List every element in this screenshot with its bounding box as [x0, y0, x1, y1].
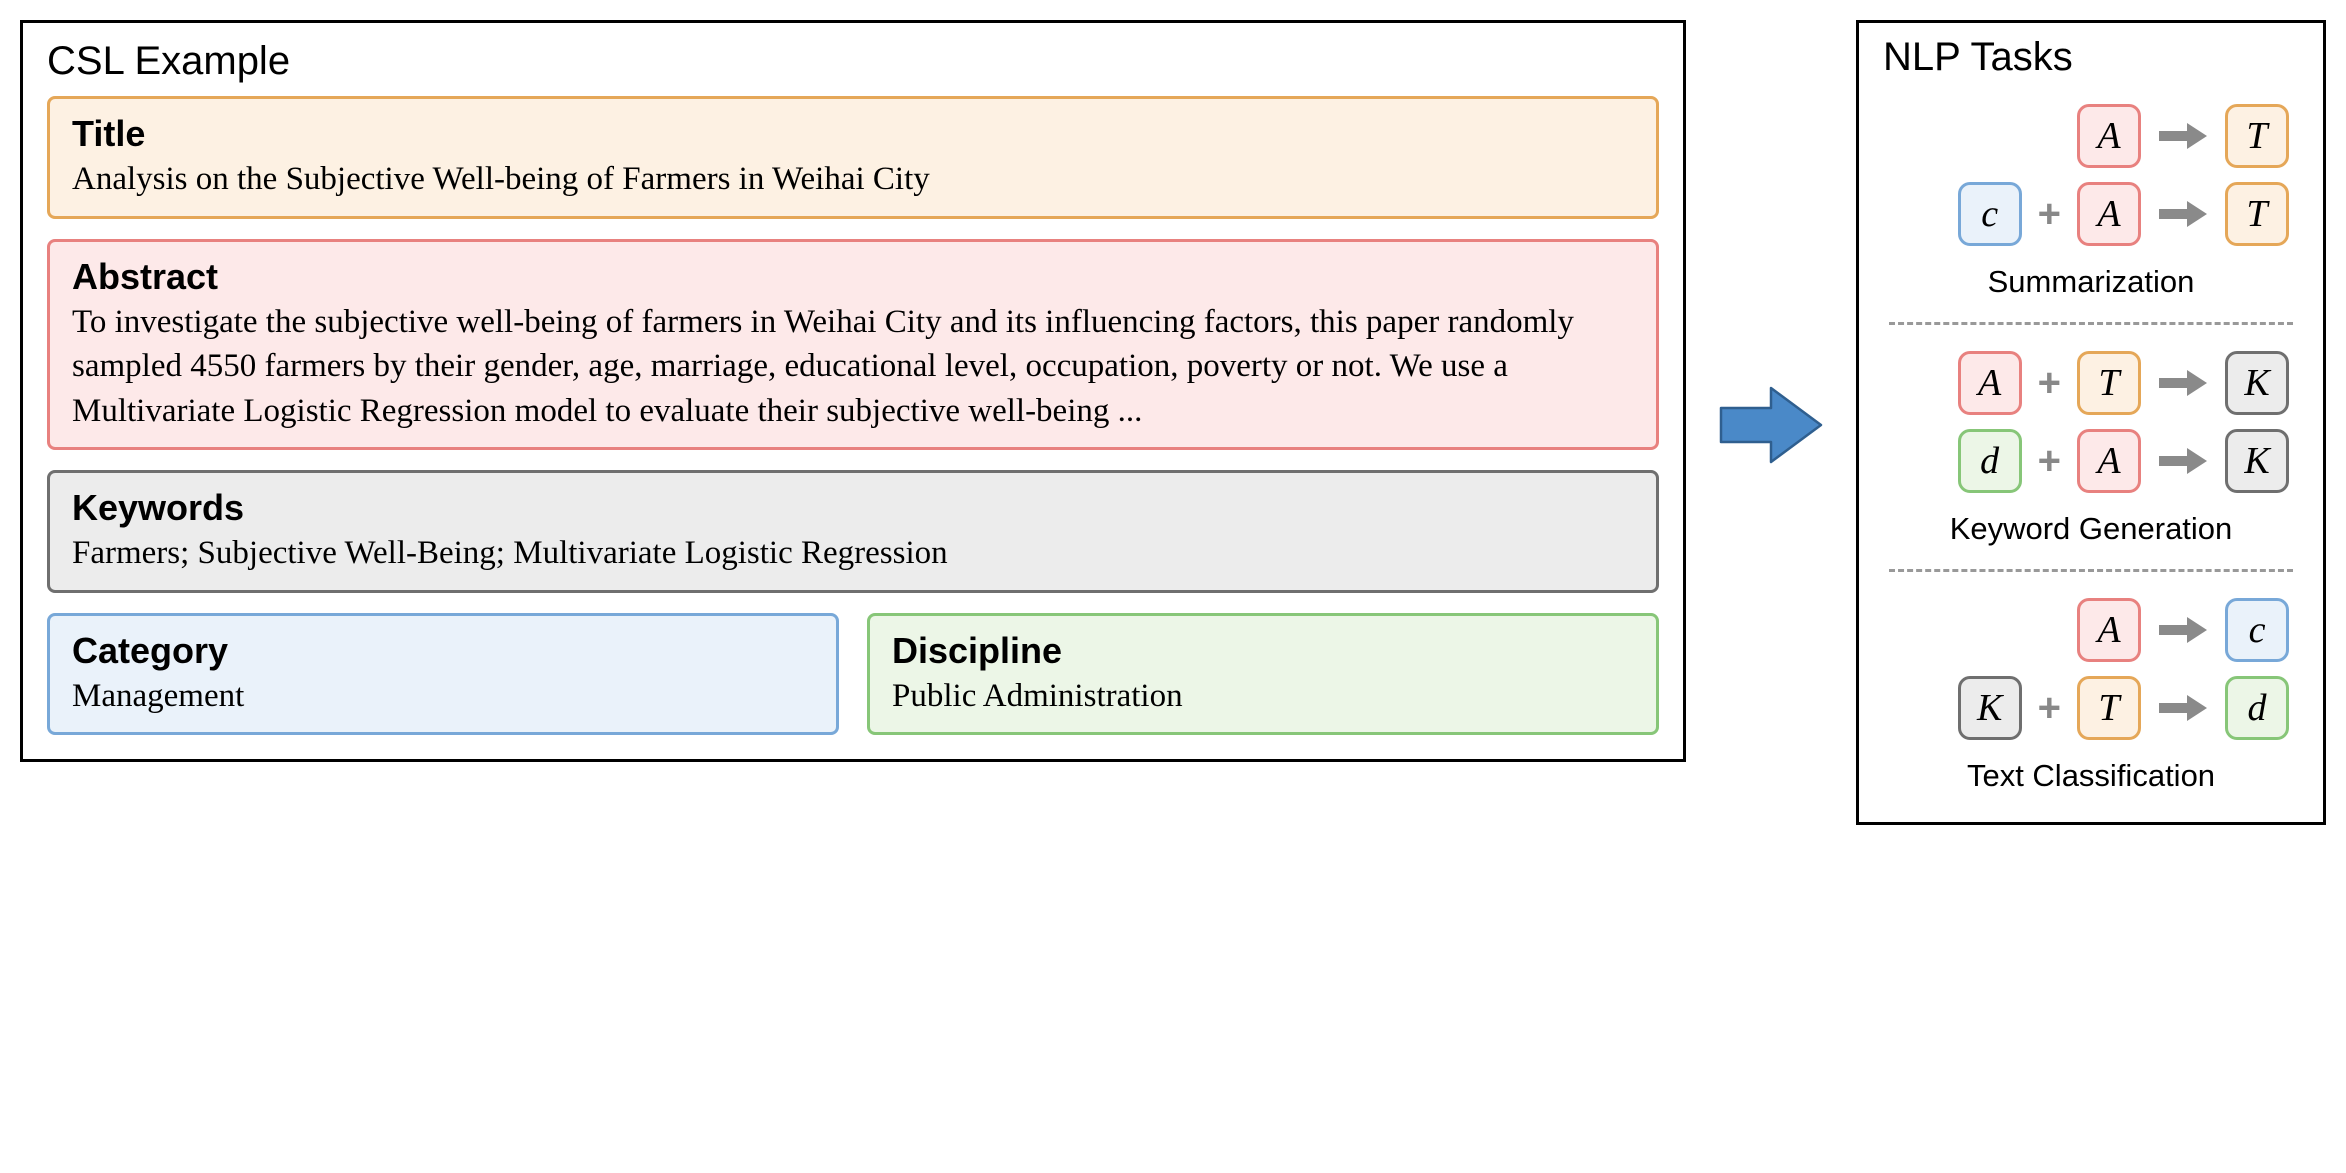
- token-d: d: [1958, 429, 2022, 493]
- arrow-right-icon: [2157, 368, 2209, 398]
- csl-example-heading: CSL Example: [47, 39, 1659, 84]
- arrow-right-icon: [2157, 693, 2209, 723]
- category-field: Category Management: [47, 613, 839, 736]
- arrow-right-icon: [2157, 121, 2209, 151]
- task-row: K + Td: [1883, 676, 2299, 740]
- task-label: Summarization: [1988, 264, 2195, 300]
- task-separator: [1889, 322, 2293, 325]
- discipline-field: Discipline Public Administration: [867, 613, 1659, 736]
- token-c: c: [1958, 182, 2022, 246]
- discipline-value: Public Administration: [892, 678, 1183, 714]
- arrow-right-icon: [2157, 446, 2209, 476]
- token-A: A: [2077, 182, 2141, 246]
- category-value: Management: [72, 678, 244, 714]
- title-value: Analysis on the Subjective Well-being of…: [72, 161, 930, 197]
- big-arrow-icon: [1716, 380, 1826, 470]
- nlp-tasks-heading: NLP Tasks: [1883, 35, 2299, 80]
- big-arrow-container: [1716, 20, 1826, 470]
- token-A: A: [2077, 104, 2141, 168]
- task-label: Keyword Generation: [1950, 511, 2233, 547]
- task-row: AT: [1883, 104, 2299, 168]
- title-label: Title: [72, 113, 1634, 155]
- arrow-right-icon: [2157, 199, 2209, 229]
- abstract-value: To investigate the subjective well-being…: [72, 304, 1574, 429]
- task-separator: [1889, 569, 2293, 572]
- csl-example-panel: CSL Example Title Analysis on the Subjec…: [20, 20, 1686, 762]
- token-T: T: [2077, 351, 2141, 415]
- token-T: T: [2225, 182, 2289, 246]
- plus-icon: +: [2038, 192, 2061, 237]
- token-T: T: [2225, 104, 2289, 168]
- abstract-label: Abstract: [72, 256, 1634, 298]
- token-A: A: [2077, 598, 2141, 662]
- task-block: ATc+ATSummarization: [1883, 92, 2299, 308]
- token-K: K: [2225, 429, 2289, 493]
- discipline-label: Discipline: [892, 630, 1634, 672]
- arrow-right-icon: [2157, 615, 2209, 645]
- task-row: c + A T: [1883, 182, 2299, 246]
- task-label: Text Classification: [1967, 758, 2215, 794]
- tasks-container: ATc+ATSummarizationA+TKd+AKKeyword Gener…: [1883, 92, 2299, 802]
- token-c: c: [2225, 598, 2289, 662]
- token-K: K: [2225, 351, 2289, 415]
- token-K: K: [1958, 676, 2022, 740]
- keywords-value: Farmers; Subjective Well-Being; Multivar…: [72, 535, 948, 571]
- plus-icon: +: [2038, 439, 2061, 484]
- task-row: d + A K: [1883, 429, 2299, 493]
- token-A: A: [2077, 429, 2141, 493]
- title-field: Title Analysis on the Subjective Well-be…: [47, 96, 1659, 219]
- task-row: Ac: [1883, 598, 2299, 662]
- token-A: A: [1958, 351, 2022, 415]
- plus-icon: +: [2038, 361, 2061, 406]
- token-T: T: [2077, 676, 2141, 740]
- nlp-tasks-panel: NLP Tasks ATc+ATSummarizationA+TKd+AKKey…: [1856, 20, 2326, 825]
- keywords-label: Keywords: [72, 487, 1634, 529]
- token-d: d: [2225, 676, 2289, 740]
- bottom-row: Category Management Discipline Public Ad…: [47, 613, 1659, 736]
- task-block: A + T Kd + A K Keyword Generation: [1883, 339, 2299, 555]
- keywords-field: Keywords Farmers; Subjective Well-Being;…: [47, 470, 1659, 593]
- plus-icon: +: [2038, 686, 2061, 731]
- abstract-field: Abstract To investigate the subjective w…: [47, 239, 1659, 451]
- task-row: A + T K: [1883, 351, 2299, 415]
- task-block: Ac K + Td Text Classification: [1883, 586, 2299, 802]
- category-label: Category: [72, 630, 814, 672]
